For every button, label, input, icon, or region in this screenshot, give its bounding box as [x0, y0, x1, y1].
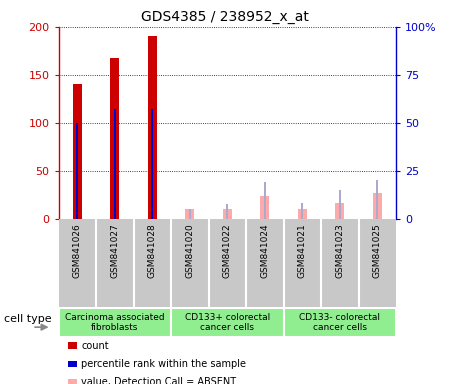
Text: GSM841020: GSM841020	[185, 223, 194, 278]
Text: GDS4385 / 238952_x_at: GDS4385 / 238952_x_at	[141, 10, 309, 23]
Bar	[264, 182, 266, 219]
Text: CD133- colorectal
cancer cells: CD133- colorectal cancer cells	[299, 313, 380, 332]
Bar	[151, 109, 153, 219]
Bar	[76, 123, 78, 219]
Text: GSM841025: GSM841025	[373, 223, 382, 278]
Text: CD133+ colorectal
cancer cells: CD133+ colorectal cancer cells	[184, 313, 270, 332]
Bar	[189, 209, 191, 219]
Text: GSM841024: GSM841024	[260, 223, 269, 278]
Bar	[335, 203, 344, 219]
Text: GSM841027: GSM841027	[110, 223, 119, 278]
Text: Carcinoma associated
fibroblasts: Carcinoma associated fibroblasts	[65, 313, 165, 332]
Text: GSM841028: GSM841028	[148, 223, 157, 278]
Bar	[376, 180, 378, 219]
Bar	[148, 36, 157, 219]
Bar	[260, 196, 270, 219]
Bar	[171, 308, 284, 337]
Text: percentile rank within the sample: percentile rank within the sample	[81, 359, 247, 369]
Bar	[297, 209, 307, 219]
Text: cell type: cell type	[4, 314, 52, 324]
Bar	[301, 203, 303, 219]
Bar	[185, 209, 194, 219]
Bar	[373, 193, 382, 219]
Bar	[223, 209, 232, 219]
Bar	[338, 190, 341, 219]
Text: GSM841026: GSM841026	[73, 223, 82, 278]
Bar	[226, 204, 228, 219]
Text: GSM841021: GSM841021	[298, 223, 307, 278]
Bar	[284, 308, 396, 337]
Text: GSM841023: GSM841023	[335, 223, 344, 278]
Bar	[110, 58, 119, 219]
Bar	[72, 84, 82, 219]
Bar	[113, 109, 116, 219]
Text: value, Detection Call = ABSENT: value, Detection Call = ABSENT	[81, 377, 237, 384]
Text: count: count	[81, 341, 109, 351]
Bar	[58, 308, 171, 337]
Text: GSM841022: GSM841022	[223, 223, 232, 278]
